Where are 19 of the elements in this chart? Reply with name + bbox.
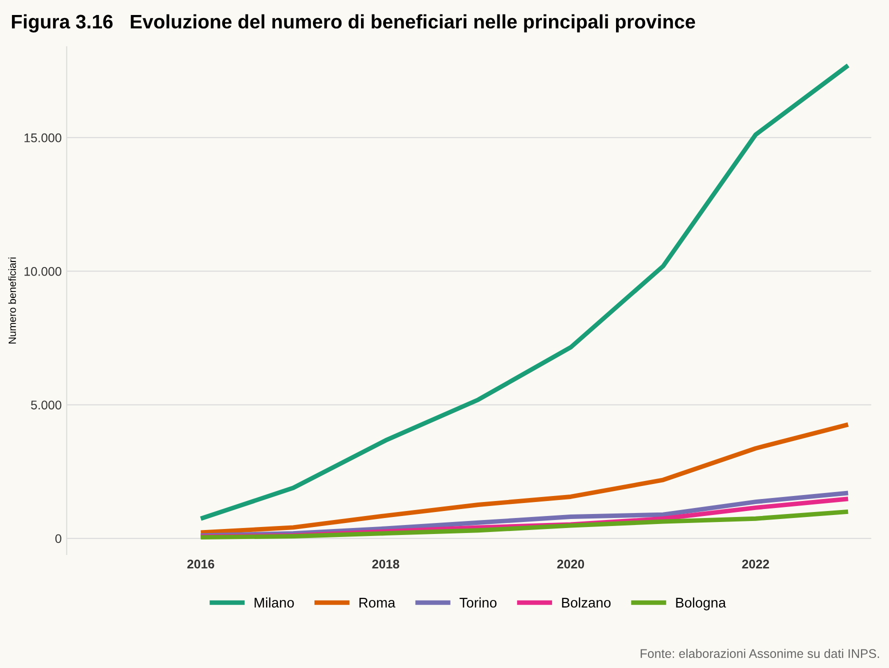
x-tick-label: 2020 xyxy=(557,560,584,568)
legend-label: Bologna xyxy=(676,597,726,610)
line-series xyxy=(198,63,850,521)
line-series xyxy=(198,422,850,535)
legend-label: Roma xyxy=(359,598,396,608)
legend-label: Bolzano xyxy=(562,597,611,608)
y-tick-label: 5.000 xyxy=(31,400,62,410)
x-tick-label: 2022 xyxy=(742,560,770,568)
y-tick-label: 10.000 xyxy=(24,267,62,276)
source-note: Fonte: elaborazioni Assonime su dati INPS. xyxy=(640,648,879,658)
x-tick-label: 2018 xyxy=(372,560,400,568)
legend-label: Milano xyxy=(254,597,294,608)
y-axis-title: Numero beneficiari xyxy=(8,258,16,344)
chart-title: Figura 3.16 Evoluzione del numero di beneficiari nelle principali province xyxy=(12,14,696,32)
line-series xyxy=(198,509,850,540)
legend-label: Torino xyxy=(460,597,497,608)
y-tick-label: 15.000 xyxy=(24,133,62,142)
x-tick-label: 2016 xyxy=(187,560,214,568)
y-tick-label: 0 xyxy=(55,534,62,544)
